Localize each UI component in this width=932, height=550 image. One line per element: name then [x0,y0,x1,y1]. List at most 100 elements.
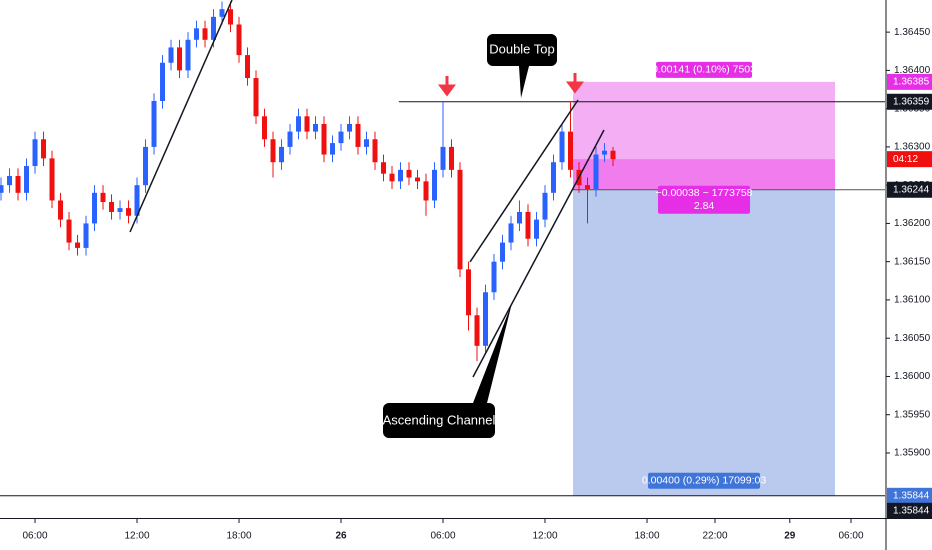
candle-body [525,211,531,239]
labels-layer: 0.00141 (0.10%) 7503 −0.00038 ~ 17737582.… [642,61,767,489]
candle-body [372,139,378,163]
channel-callout [383,303,512,438]
candle-body [534,219,540,239]
current-price-tag: 04:12 [893,154,918,165]
stop-price-tag-bg [887,73,932,90]
candle-body [338,131,344,144]
candle-body [279,146,285,163]
open-text: 2.84 [694,200,715,212]
price-axis-bg [886,0,932,550]
candle-body [593,154,599,189]
target-text-bg [648,472,761,489]
stop-price-tag: 1.36385 [893,77,930,88]
candle-body [194,28,200,40]
stop-text-bg [656,61,753,78]
x-tick-label: 18:00 [634,531,659,542]
candle-body [568,131,574,170]
resistance-price-tag: 1.36359 [893,96,930,107]
candle-body [517,211,523,224]
candle-body [117,208,123,212]
y-tick-label: 1.36200 [894,218,931,229]
candle-body [92,192,98,224]
candles-layer [0,1,616,362]
x-tick-label: 12:00 [125,531,150,542]
y-tick-label: 1.36050 [894,333,931,344]
y-tick-label: 1.35900 [894,448,931,459]
candle-body [177,47,183,71]
candle-body [58,200,64,220]
candle-body [262,116,268,140]
trend-line [129,0,233,233]
x-tick-label: 06:00 [430,531,455,542]
candle-body [109,201,115,212]
candle-body [602,150,608,155]
target-text: 0.00400 (0.29%) 17099:03 [642,475,767,487]
entry-price-tag-bg [887,181,932,198]
channel-upper [469,99,579,263]
candle-body [49,158,55,201]
candle-body [542,192,548,220]
x-tick-label: 18:00 [226,531,251,542]
channel-label: Ascending Channel [383,412,496,427]
x-tick-label: 06:00 [23,531,48,542]
candle-body [24,166,30,193]
candle-body [406,169,412,178]
candle-body [389,173,395,182]
top-marker [438,76,456,97]
candle-body [474,315,480,346]
candle-body [508,223,514,243]
open-pnl-zone [573,159,836,190]
candle-body [304,116,310,132]
candle-body [228,9,234,25]
candle-body [551,162,557,193]
target-price-tag-bg [887,487,932,504]
candle-body [610,150,616,160]
candle-body [7,175,13,186]
candle-body [457,169,463,270]
candle-body [398,169,404,182]
support-price-tag-bg [887,502,932,519]
candle-body [330,143,336,155]
resistance-price-tag-bg [887,93,932,110]
support-price-tag: 1.35844 [893,505,930,516]
candle-body [287,131,293,147]
entry-price-tag: 1.36244 [893,184,930,195]
candle-body [483,292,489,346]
candle-body [253,78,259,117]
time-axis-bg [0,519,932,550]
candle-body [151,100,157,147]
candle-body [41,139,47,159]
candle-body [491,261,497,293]
candle-body [32,139,38,167]
candle-body [466,269,472,316]
x-tick-label: 26 [335,531,347,542]
candle-body [168,47,174,63]
candle-body [134,185,140,216]
candle-body [219,9,225,17]
open-text: −0.00038 ~ 1773758 [656,187,753,199]
candle-body [355,123,361,147]
y-tick-label: 1.36450 [894,27,931,38]
x-tick-label: 12:00 [532,531,557,542]
candle-body [423,181,429,201]
double-top-label: Double Top [489,41,555,56]
candle-body [143,146,149,186]
y-tick-label: 1.35950 [894,409,931,420]
candle-body [236,24,242,56]
y-tick-label: 1.36000 [894,371,931,382]
candle-body [211,16,217,40]
top-marker [566,73,584,94]
candle-body [415,177,421,182]
candle-body [245,55,251,79]
candle-body [126,208,132,216]
candle-body [100,192,106,202]
candle-body [160,62,166,101]
candle-body [449,146,455,170]
target-price-tag: 1.35844 [893,490,930,501]
x-tick-label: 06:00 [838,531,863,542]
candle-body [585,185,591,189]
x-tick-label: 22:00 [702,531,727,542]
candle-body [185,39,191,71]
